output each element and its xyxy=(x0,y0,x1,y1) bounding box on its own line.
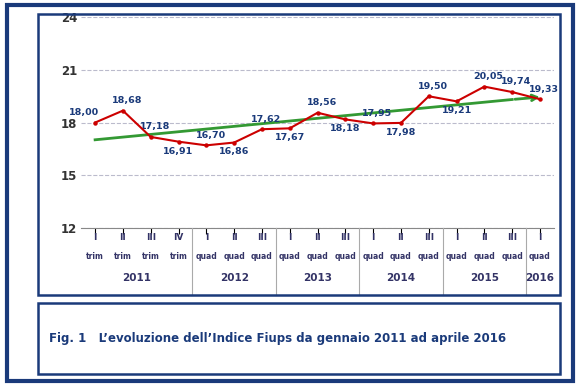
Text: quad: quad xyxy=(335,252,356,261)
Text: II: II xyxy=(119,233,126,242)
Text: 18,18: 18,18 xyxy=(330,124,361,133)
Text: 17,18: 17,18 xyxy=(140,122,170,131)
Text: quad: quad xyxy=(307,252,328,261)
Text: I: I xyxy=(288,233,291,242)
Text: 2011: 2011 xyxy=(122,273,151,283)
Text: III: III xyxy=(146,233,156,242)
Text: 19,50: 19,50 xyxy=(418,82,448,91)
Text: quad: quad xyxy=(418,252,440,261)
Text: quad: quad xyxy=(473,252,495,261)
Text: I: I xyxy=(371,233,375,242)
Text: I: I xyxy=(93,233,97,242)
Text: trim: trim xyxy=(86,252,104,261)
Text: trim: trim xyxy=(142,252,160,261)
Text: II: II xyxy=(231,233,237,242)
Text: trim: trim xyxy=(169,252,187,261)
Text: III: III xyxy=(257,233,267,242)
Text: 17,67: 17,67 xyxy=(274,133,305,142)
Text: 2012: 2012 xyxy=(220,273,249,283)
Text: quad: quad xyxy=(195,252,217,261)
Text: 2013: 2013 xyxy=(303,273,332,283)
Text: II: II xyxy=(398,233,404,242)
Text: quad: quad xyxy=(529,252,551,261)
Text: II: II xyxy=(481,233,488,242)
Text: quad: quad xyxy=(501,252,523,261)
Text: III: III xyxy=(340,233,350,242)
Text: II: II xyxy=(314,233,321,242)
Text: quad: quad xyxy=(362,252,384,261)
Text: Fig. 1   L’evoluzione dell’Indice Fiups da gennaio 2011 ad aprile 2016: Fig. 1 L’evoluzione dell’Indice Fiups da… xyxy=(49,332,506,345)
Text: 16,86: 16,86 xyxy=(219,147,249,156)
Text: 19,74: 19,74 xyxy=(501,78,531,86)
Text: quad: quad xyxy=(445,252,467,261)
Text: I: I xyxy=(205,233,208,242)
Text: 16,70: 16,70 xyxy=(195,131,226,140)
Text: 18,00: 18,00 xyxy=(69,108,99,117)
Text: quad: quad xyxy=(251,252,273,261)
Text: 2014: 2014 xyxy=(386,273,415,283)
Text: 2016: 2016 xyxy=(525,273,554,283)
Text: I: I xyxy=(455,233,458,242)
Text: I: I xyxy=(538,233,542,242)
Text: III: III xyxy=(424,233,434,242)
Text: 19,33: 19,33 xyxy=(529,85,559,94)
Text: 16,91: 16,91 xyxy=(164,147,194,156)
Text: 17,62: 17,62 xyxy=(251,115,281,124)
Text: 17,95: 17,95 xyxy=(362,109,393,118)
Text: 17,98: 17,98 xyxy=(386,128,416,137)
Text: quad: quad xyxy=(223,252,245,261)
Text: 18,68: 18,68 xyxy=(112,96,142,105)
Text: trim: trim xyxy=(114,252,132,261)
Text: 19,21: 19,21 xyxy=(441,106,472,115)
Text: 2015: 2015 xyxy=(470,273,499,283)
Text: 20,05: 20,05 xyxy=(474,72,503,81)
Text: quad: quad xyxy=(279,252,300,261)
Text: 18,56: 18,56 xyxy=(307,98,337,107)
Text: quad: quad xyxy=(390,252,412,261)
Text: IV: IV xyxy=(173,233,184,242)
Text: III: III xyxy=(507,233,517,242)
